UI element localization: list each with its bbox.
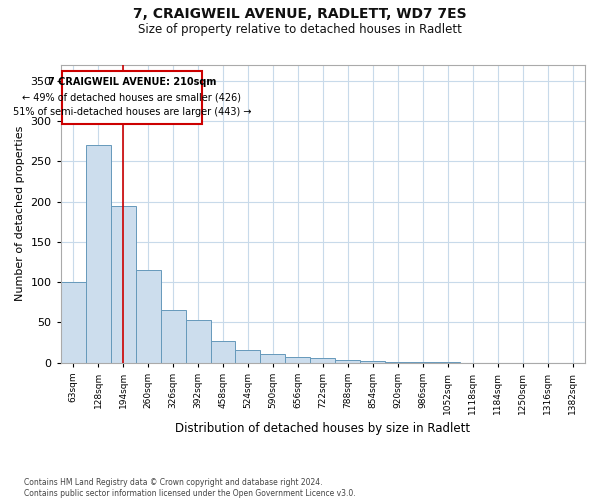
Text: Contains HM Land Registry data © Crown copyright and database right 2024.
Contai: Contains HM Land Registry data © Crown c… <box>24 478 356 498</box>
Bar <box>235 350 260 362</box>
Bar <box>136 270 161 362</box>
Bar <box>61 282 86 362</box>
Bar <box>361 361 385 362</box>
Text: 7 CRAIGWEIL AVENUE: 210sqm: 7 CRAIGWEIL AVENUE: 210sqm <box>47 78 216 88</box>
Text: Size of property relative to detached houses in Radlett: Size of property relative to detached ho… <box>138 22 462 36</box>
Y-axis label: Number of detached properties: Number of detached properties <box>15 126 25 302</box>
X-axis label: Distribution of detached houses by size in Radlett: Distribution of detached houses by size … <box>175 422 470 435</box>
Bar <box>260 354 286 362</box>
Bar <box>185 320 211 362</box>
Bar <box>161 310 185 362</box>
Text: ← 49% of detached houses are smaller (426): ← 49% of detached houses are smaller (42… <box>22 92 241 102</box>
Text: 51% of semi-detached houses are larger (443) →: 51% of semi-detached houses are larger (… <box>13 107 251 117</box>
FancyBboxPatch shape <box>62 70 202 124</box>
Bar <box>335 360 361 362</box>
Text: 7, CRAIGWEIL AVENUE, RADLETT, WD7 7ES: 7, CRAIGWEIL AVENUE, RADLETT, WD7 7ES <box>133 8 467 22</box>
Bar <box>86 146 110 362</box>
Bar <box>310 358 335 362</box>
Bar <box>211 341 235 362</box>
Bar <box>110 206 136 362</box>
Bar <box>286 357 310 362</box>
